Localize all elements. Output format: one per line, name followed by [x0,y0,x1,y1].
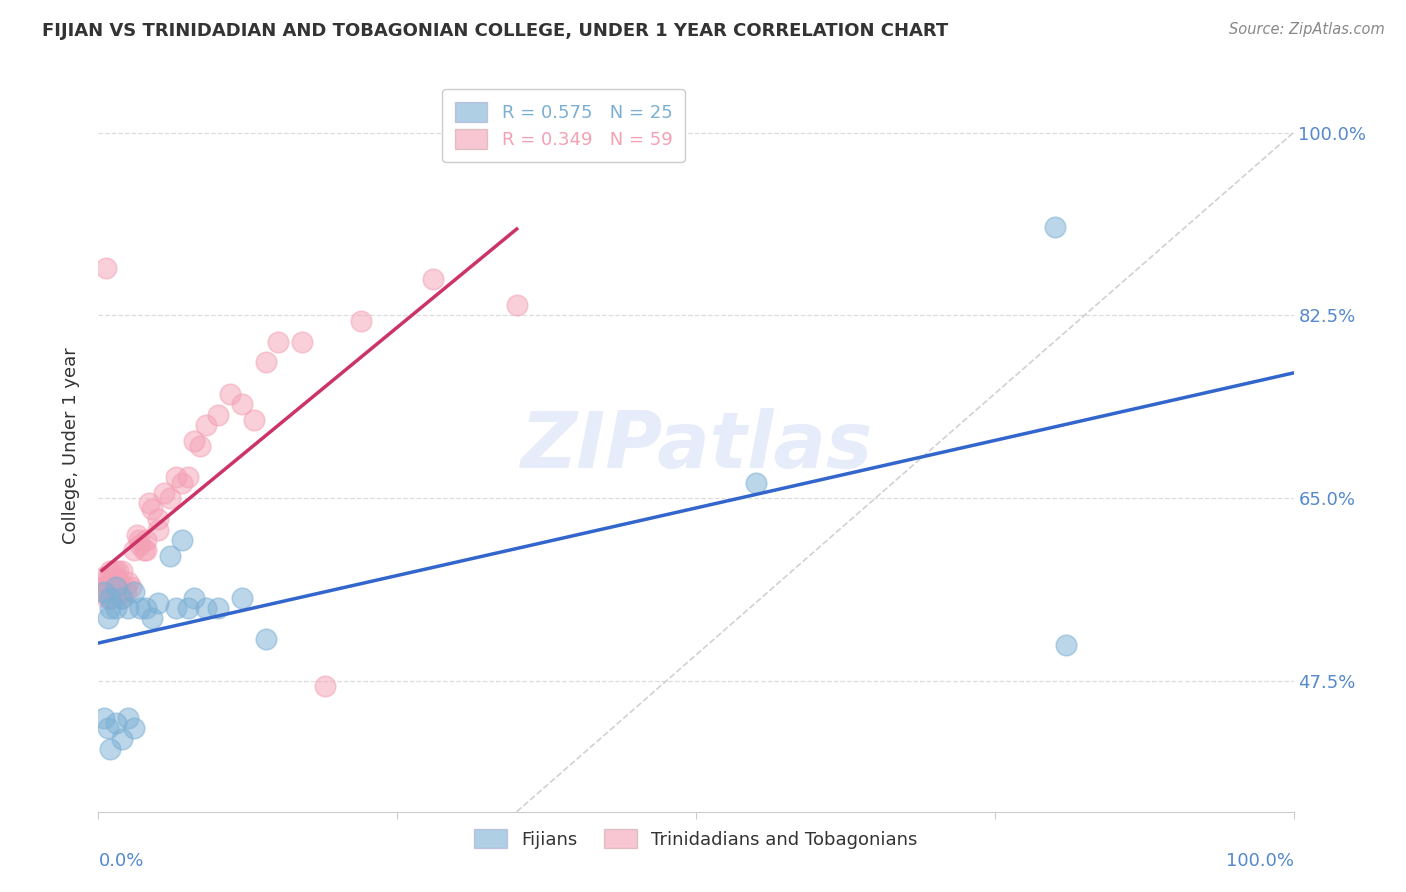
Point [103,591,125,605]
Point [105,569,128,583]
Point [165,470,187,484]
Point [132,543,155,558]
Point [98,601,122,615]
Point [129,601,152,615]
Point [315,679,337,693]
Point [422,272,444,286]
Point [254,355,277,369]
Point [153,486,176,500]
Point [98,591,122,605]
Text: Source: ZipAtlas.com: Source: ZipAtlas.com [1229,22,1385,37]
Text: 100.0%: 100.0% [1226,852,1294,870]
Point [172,475,194,490]
Text: ZIPatlas: ZIPatlas [520,408,872,484]
Point [120,580,142,594]
Point [105,601,128,615]
Point [93,711,115,725]
Point [506,298,529,312]
Point [91,585,114,599]
Point [177,601,200,615]
Point [1043,219,1066,234]
Point [96,591,118,605]
Point [207,601,229,615]
Point [141,501,163,516]
Point [148,523,170,537]
Text: FIJIAN VS TRINIDADIAN AND TOBAGONIAN COLLEGE, UNDER 1 YEAR CORRELATION CHART: FIJIAN VS TRINIDADIAN AND TOBAGONIAN COL… [42,22,949,40]
Point [97,611,120,625]
Point [231,591,253,605]
Point [93,580,115,594]
Text: 0.0%: 0.0% [98,852,143,870]
Point [107,565,129,579]
Point [138,496,160,510]
Point [101,569,124,583]
Point [350,313,373,327]
Point [97,580,120,594]
Y-axis label: College, Under 1 year: College, Under 1 year [62,348,80,544]
Point [254,632,277,647]
Point [219,386,242,401]
Point [111,731,134,746]
Point [183,591,205,605]
Point [188,439,211,453]
Point [745,475,768,490]
Point [141,611,163,625]
Point [97,721,120,735]
Point [124,585,146,599]
Point [117,601,139,615]
Point [135,601,157,615]
Point [110,591,132,605]
Point [98,585,121,599]
Point [105,715,128,730]
Point [291,334,314,349]
Point [98,742,122,756]
Point [148,512,170,526]
Point [97,569,120,583]
Point [98,574,122,589]
Point [101,580,124,594]
Point [115,585,138,599]
Point [117,711,139,725]
Point [195,418,218,433]
Point [98,565,122,579]
Point [243,413,266,427]
Point [111,565,134,579]
Point [111,591,134,605]
Point [172,533,194,547]
Point [105,574,128,589]
Point [104,565,127,579]
Point [177,470,200,484]
Point [159,491,181,506]
Point [135,543,157,558]
Point [94,261,117,276]
Point [125,528,148,542]
Point [114,580,136,594]
Point [183,434,205,448]
Point [108,580,131,594]
Point [207,408,229,422]
Point [117,574,139,589]
Point [231,397,253,411]
Point [124,721,146,735]
Point [107,574,129,589]
Point [129,538,152,552]
Point [105,580,128,594]
Point [93,569,115,583]
Point [165,601,187,615]
Point [93,585,115,599]
Point [135,533,157,547]
Point [195,601,218,615]
Point [98,591,122,605]
Point [1056,638,1078,652]
Point [98,580,121,594]
Point [128,533,150,547]
Point [91,580,114,594]
Legend: Fijians, Trinidadians and Tobagonians: Fijians, Trinidadians and Tobagonians [461,816,931,861]
Point [124,543,146,558]
Point [148,596,170,610]
Point [159,549,181,563]
Point [267,334,290,349]
Point [108,585,131,599]
